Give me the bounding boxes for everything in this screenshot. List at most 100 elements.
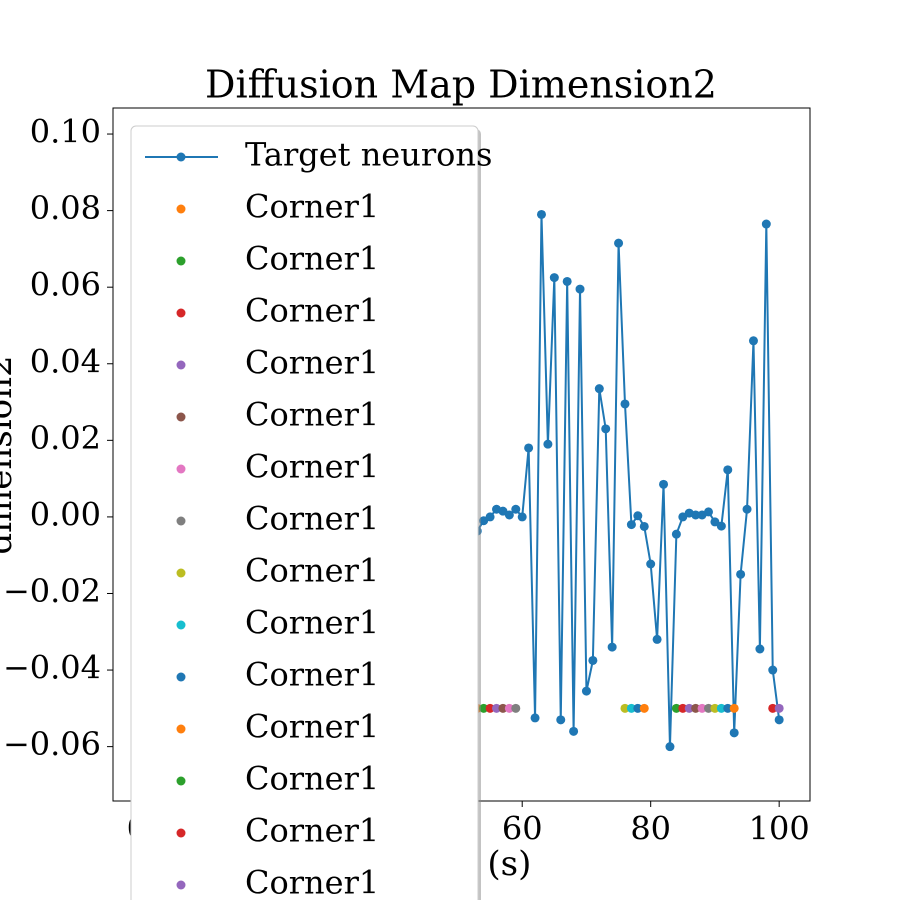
point (716, 703, 726, 713)
point (633, 511, 643, 521)
legend-marker (176, 308, 186, 318)
legend-label: Target neurons (245, 136, 492, 174)
point (684, 703, 694, 713)
point (485, 703, 495, 713)
point (704, 703, 714, 713)
point (530, 713, 540, 723)
legend-box (130, 125, 479, 900)
legend-label: Corner1 (245, 292, 379, 330)
point (710, 703, 720, 713)
y-tick-label: 0.04 (30, 342, 101, 380)
legend-label: Corner1 (245, 188, 379, 226)
legend-marker (176, 204, 186, 214)
point (498, 703, 508, 713)
legend-marker (176, 620, 186, 630)
legend-marker (176, 724, 186, 734)
point (594, 384, 604, 394)
point (504, 510, 514, 520)
point (691, 703, 701, 713)
legend-marker (176, 256, 186, 266)
point (562, 276, 572, 286)
point (639, 521, 649, 531)
point (736, 569, 746, 579)
point (678, 703, 688, 713)
point (723, 703, 733, 713)
x-tick-label: 100 (749, 810, 810, 848)
point (729, 703, 739, 713)
legend-marker (176, 412, 186, 422)
point (710, 517, 720, 527)
point (755, 644, 765, 654)
point (601, 424, 611, 434)
point (671, 529, 681, 539)
legend-label: Corner1 (245, 396, 379, 434)
point (479, 703, 489, 713)
legend-marker (176, 360, 186, 370)
point (626, 703, 636, 713)
point (556, 715, 566, 725)
point (768, 665, 778, 675)
point (761, 219, 771, 229)
y-tick-label: 0.06 (30, 266, 101, 304)
legend-label: Corner1 (245, 500, 379, 538)
point (768, 703, 778, 713)
point (492, 703, 502, 713)
point (620, 399, 630, 409)
legend-label: Corner1 (245, 708, 379, 746)
legend-label: Corner1 (245, 864, 379, 900)
point (575, 284, 585, 294)
legend-label: Corner1 (245, 344, 379, 382)
point (524, 443, 534, 453)
legend-marker (176, 828, 186, 838)
point (704, 507, 714, 517)
point (620, 703, 630, 713)
legend-label: Corner1 (245, 552, 379, 590)
point (626, 520, 636, 530)
point (716, 521, 726, 531)
x-tick-label: 60 (502, 810, 543, 848)
point (652, 634, 662, 644)
point (742, 504, 752, 514)
point (588, 655, 598, 665)
y-axis-label: dimension2 (0, 355, 20, 554)
point (774, 715, 784, 725)
point (511, 504, 521, 514)
legend-marker (176, 464, 186, 474)
point (633, 703, 643, 713)
legend-marker (176, 672, 186, 682)
point (614, 238, 624, 248)
point (723, 465, 733, 475)
legend-label: Corner1 (245, 448, 379, 486)
point (659, 479, 669, 489)
y-tick-label: 0.08 (30, 189, 101, 227)
point (671, 703, 681, 713)
point (485, 512, 495, 522)
y-tick-label: 0.00 (30, 495, 101, 533)
legend-marker (176, 516, 186, 526)
point (646, 559, 656, 569)
point (536, 209, 546, 219)
point (691, 510, 701, 520)
y-tick-label: −0.02 (3, 572, 101, 610)
legend-label: Corner1 (245, 656, 379, 694)
point (729, 728, 739, 738)
legend-label: Corner1 (245, 604, 379, 642)
chart-title: Diffusion Map Dimension2 (205, 63, 717, 107)
y-tick-label: −0.04 (3, 649, 101, 687)
point (504, 703, 514, 713)
point (774, 703, 784, 713)
point (569, 726, 579, 736)
legend-label: Corner1 (245, 812, 379, 850)
point (665, 742, 675, 752)
legend-label: Corner1 (245, 240, 379, 278)
y-tick-label: 0.10 (30, 113, 101, 151)
legend-marker (176, 776, 186, 786)
x-tick-label: 80 (630, 810, 671, 848)
point (748, 336, 758, 346)
point (581, 686, 591, 696)
y-tick-label: −0.06 (3, 725, 101, 763)
point (697, 703, 707, 713)
legend-marker (176, 880, 186, 890)
